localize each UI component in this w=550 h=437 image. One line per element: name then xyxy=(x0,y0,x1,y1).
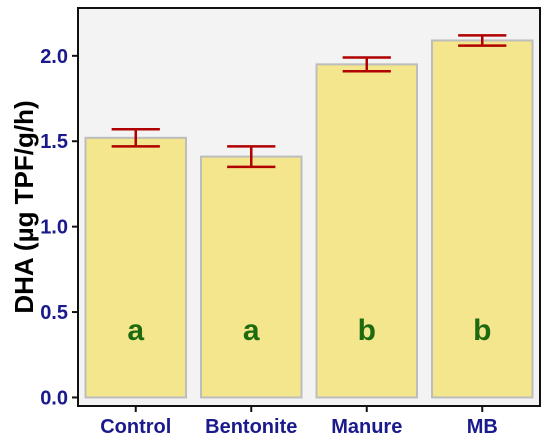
error-bar-mb xyxy=(458,34,507,47)
group-letter: b xyxy=(473,314,491,347)
bar-control xyxy=(84,136,187,399)
group-letter: b xyxy=(358,314,376,347)
y-tick-label: 0.0 xyxy=(40,387,68,409)
y-axis-label: DHA (µg TPF/g/h) xyxy=(9,100,39,313)
group-letter: a xyxy=(243,314,260,347)
x-tick-label: MB xyxy=(467,416,498,437)
y-tick-label: 0.5 xyxy=(40,302,68,324)
group-letter: a xyxy=(127,314,144,347)
bars xyxy=(84,39,534,399)
y-tick-label: 1.5 xyxy=(40,131,68,153)
error-bar-bentonite xyxy=(227,145,276,169)
error-bars xyxy=(111,34,507,169)
x-tick-label: Control xyxy=(100,416,171,437)
y-tick-label: 1.0 xyxy=(40,217,68,239)
y-axis-ticks: 0.0 0.5 1.0 1.5 2.0 xyxy=(40,46,78,409)
error-bar-control xyxy=(111,128,160,148)
x-tick-label: Bentonite xyxy=(205,416,297,437)
bar-bentonite xyxy=(200,155,303,399)
x-axis-ticks: Control Bentonite Manure MB xyxy=(100,406,498,437)
bar-manure xyxy=(315,63,418,399)
x-tick-label: Manure xyxy=(331,416,402,437)
error-bar-manure xyxy=(342,56,391,73)
y-tick-label: 2.0 xyxy=(40,46,68,68)
